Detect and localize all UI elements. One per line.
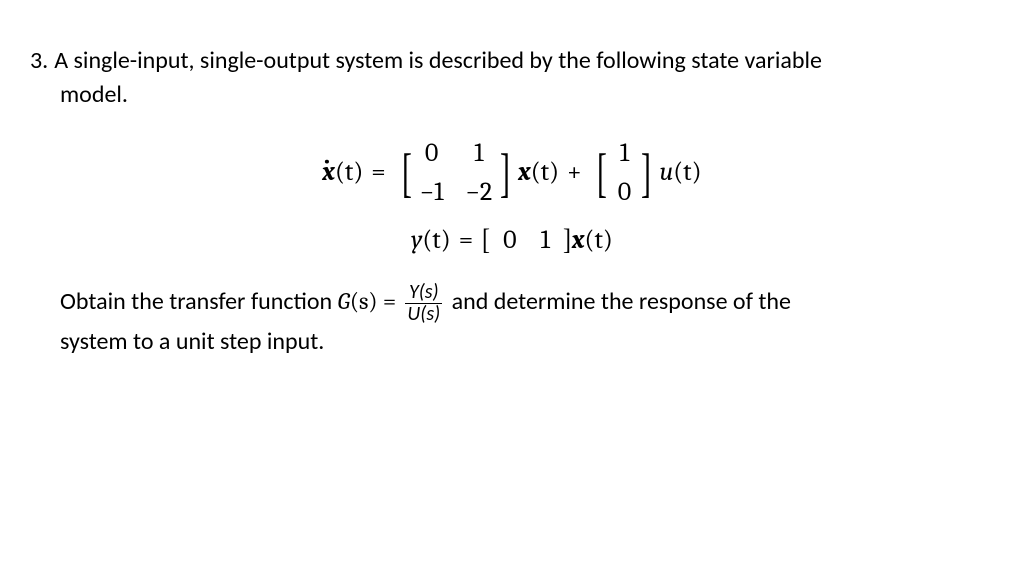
intro-text-1: A single-input, single-output system is … — [54, 44, 994, 78]
y-symbol: y — [411, 222, 422, 258]
G-arg: (s) — [350, 288, 378, 316]
B-2: 0 — [615, 174, 633, 210]
equals-3: = — [378, 288, 402, 316]
A-22: −2 — [466, 174, 493, 210]
plus-op: + — [567, 154, 581, 190]
task-text-2: and determine the response of the — [446, 288, 791, 317]
C-2: 1 — [541, 222, 550, 258]
C-matrix: [ 0 1 ] — [481, 222, 572, 258]
problem-number: 3. — [30, 44, 48, 78]
A-11: 0 — [420, 135, 444, 171]
G-symbol: G — [338, 288, 350, 316]
frac-numerator: Y(s) — [407, 282, 441, 303]
C-1: 0 — [503, 222, 516, 258]
A-cells: 0 1 −1 −2 — [416, 135, 497, 210]
lbracket-icon: [ — [402, 146, 412, 200]
transfer-fraction: Y(s) U(s) — [405, 282, 442, 325]
lbracket-icon-2: [ — [598, 146, 608, 200]
u-arg: (t) — [673, 154, 701, 190]
B-1: 1 — [615, 135, 633, 171]
lbracket-icon-3: [ — [482, 225, 490, 255]
frac-denominator: U(s) — [405, 303, 442, 325]
B-matrix: [ 1 0 ] — [593, 135, 655, 210]
y-arg: (t) — [422, 222, 450, 258]
A-21: −1 — [420, 174, 444, 210]
B-cells: 1 0 — [611, 135, 637, 210]
x-symbol-2: x — [572, 222, 585, 258]
xdot-arg: (t) — [335, 154, 363, 190]
xdot-symbol: x — [322, 154, 335, 190]
rbracket-icon-3: ] — [563, 225, 571, 255]
state-space-equations: x(t) = [ 0 1 −1 −2 ] x(t) + [ 1 0 — [30, 129, 994, 264]
rbracket-icon-2: ] — [641, 146, 651, 200]
problem-statement-line1: 3. A single-input, single-output system … — [30, 44, 994, 78]
equals-1: = — [371, 154, 385, 190]
A-12: 1 — [466, 135, 493, 171]
output-equation: y(t) = [ 0 1 ] x(t) — [411, 222, 613, 258]
x-arg-1: (t) — [531, 154, 559, 190]
rbracket-icon: ] — [500, 146, 510, 200]
x-symbol-1: x — [518, 154, 531, 190]
task-text-1: Obtain the transfer function — [60, 288, 338, 317]
problem-page: 3. A single-input, single-output system … — [0, 0, 1024, 389]
equals-2: = — [459, 222, 473, 258]
u-symbol: u — [659, 154, 673, 190]
task-line-2: system to a unit step input. — [60, 325, 994, 359]
intro-text-2: model. — [60, 78, 994, 112]
state-equation: x(t) = [ 0 1 −1 −2 ] x(t) + [ 1 0 — [322, 135, 701, 210]
x-arg-2: (t) — [585, 222, 613, 258]
A-matrix: [ 0 1 −1 −2 ] — [398, 135, 514, 210]
task-line-1: Obtain the transfer function G(s) = Y(s)… — [60, 282, 994, 325]
